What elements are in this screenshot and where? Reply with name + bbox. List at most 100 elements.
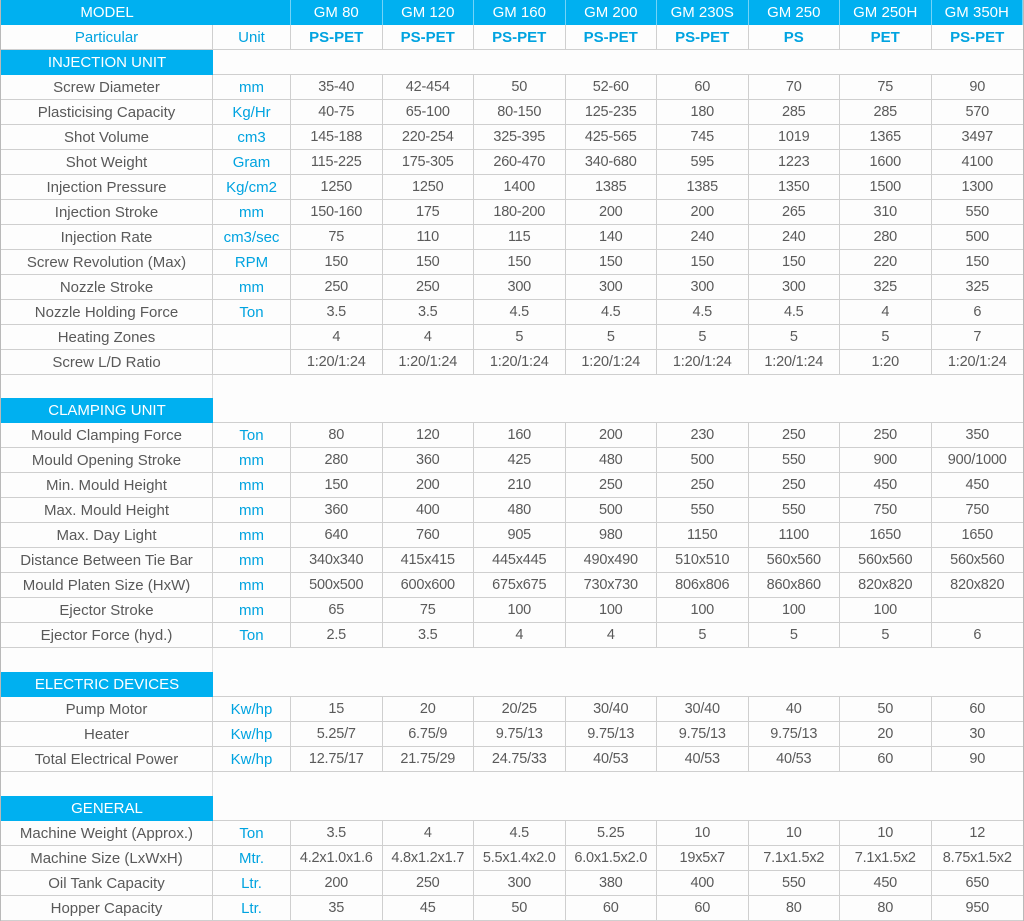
value-cell: 1385: [657, 175, 749, 200]
value-cell: 310: [840, 200, 932, 225]
value-cell: 40: [748, 697, 840, 722]
material-cell: PS-PET: [931, 25, 1023, 50]
spec-row: Injection Rate cm3/sec 75 110 115 140 240 240 28…: [1, 225, 1023, 250]
row-label: Injection Stroke: [1, 200, 213, 225]
value-cell: 150: [474, 250, 566, 275]
value-cell: 425-565: [565, 125, 657, 150]
value-cell: 4: [474, 623, 566, 648]
value-cell: 6.0x1.5x2.0: [565, 846, 657, 871]
value-cell: 1650: [840, 523, 932, 548]
spec-row: Hopper Capacity Ltr. 35 45 50 60 60 80 80 950: [1, 896, 1023, 921]
value-cell: 40-75: [291, 100, 383, 125]
value-cell: 280: [840, 225, 932, 250]
value-cell: 100: [748, 598, 840, 623]
value-cell: 4.5: [748, 300, 840, 325]
row-label: Screw Revolution (Max): [1, 250, 213, 275]
spec-row: Min. Mould Height mm 150 200 210 250 250 250 450…: [1, 473, 1023, 498]
value-cell: 820x820: [840, 573, 932, 598]
value-cell: 550: [657, 498, 749, 523]
unit-cell: Ton: [213, 821, 291, 846]
value-cell: 7: [931, 325, 1023, 350]
value-cell: 100: [657, 598, 749, 623]
value-cell: 180: [657, 100, 749, 125]
material-cell: PS: [748, 25, 840, 50]
value-cell: 900: [840, 448, 932, 473]
row-label: Hopper Capacity: [1, 896, 213, 921]
value-cell: 490x490: [565, 548, 657, 573]
value-cell: 4: [382, 325, 474, 350]
value-cell: 100: [474, 598, 566, 623]
unit-cell: Kw/hp: [213, 722, 291, 747]
value-cell: 300: [474, 871, 566, 896]
row-label: Screw L/D Ratio: [1, 350, 213, 375]
unit-cell: mm: [213, 448, 291, 473]
value-cell: 560x560: [748, 548, 840, 573]
model-cell: GM 250H: [840, 0, 932, 25]
value-cell: 1385: [565, 175, 657, 200]
value-cell: 240: [657, 225, 749, 250]
unit-cell: mm: [213, 573, 291, 598]
value-cell: 42-454: [382, 75, 474, 100]
row-label: Pump Motor: [1, 697, 213, 722]
value-cell: 595: [657, 150, 749, 175]
unit-cell: Ltr.: [213, 896, 291, 921]
value-cell: 35-40: [291, 75, 383, 100]
value-cell: 5: [748, 325, 840, 350]
value-cell: 5.5x1.4x2.0: [474, 846, 566, 871]
value-cell: 75: [382, 598, 474, 623]
value-cell: 150: [382, 250, 474, 275]
spec-row: Shot Volume cm3 145-188 220-254 325-395 425-5…: [1, 125, 1023, 150]
value-cell: 9.75/13: [657, 722, 749, 747]
value-cell: 1:20/1:24: [931, 350, 1023, 375]
value-cell: 860x860: [748, 573, 840, 598]
value-cell: 150: [748, 250, 840, 275]
model-cell: GM 160: [474, 0, 566, 25]
spec-row: Max. Mould Height mm 360 400 480 500 550 550 750…: [1, 498, 1023, 523]
value-cell: 1365: [840, 125, 932, 150]
value-cell: 2.5: [291, 623, 383, 648]
value-cell: 600x600: [382, 573, 474, 598]
row-label: Injection Rate: [1, 225, 213, 250]
value-cell: 200: [565, 423, 657, 448]
value-cell: 150: [931, 250, 1023, 275]
value-cell: 21.75/29: [382, 747, 474, 772]
value-cell: 1250: [382, 175, 474, 200]
value-cell: 250: [748, 423, 840, 448]
unit-cell: Mtr.: [213, 846, 291, 871]
value-cell: 145-188: [291, 125, 383, 150]
value-cell: 380: [565, 871, 657, 896]
spec-row: Screw Diameter mm 35-40 42-454 50 52-60 60 70 75…: [1, 75, 1023, 100]
value-cell: 50: [474, 75, 566, 100]
value-cell: 60: [657, 75, 749, 100]
spec-row: Machine Weight (Approx.) Ton 3.5 4 4.5 5.25 10…: [1, 821, 1023, 846]
value-cell: 150: [291, 473, 383, 498]
section-header-row: GENERAL: [1, 796, 1023, 821]
value-cell: 1650: [931, 523, 1023, 548]
value-cell: 5: [657, 623, 749, 648]
unit-cell: Ltr.: [213, 871, 291, 896]
spec-row: Mould Opening Stroke mm 280 360 425 480 500 550…: [1, 448, 1023, 473]
value-cell: 550: [748, 871, 840, 896]
value-cell: 230: [657, 423, 749, 448]
material-cell: PS-PET: [291, 25, 383, 50]
value-cell: 140: [565, 225, 657, 250]
value-cell: 5: [565, 325, 657, 350]
value-cell: 210: [474, 473, 566, 498]
value-cell: 80: [291, 423, 383, 448]
spacer-label-gap: [1, 772, 213, 796]
row-label: Injection Pressure: [1, 175, 213, 200]
value-cell: 175: [382, 200, 474, 225]
unit-cell: mm: [213, 200, 291, 225]
unit-cell: [213, 350, 291, 375]
spec-row: Heater Kw/hp 5.25/7 6.75/9 9.75/13 9.75/13 9.7…: [1, 722, 1023, 747]
spec-row: Nozzle Holding Force Ton 3.5 3.5 4.5 4.5 4.5 4.…: [1, 300, 1023, 325]
row-label: Distance Between Tie Bar: [1, 548, 213, 573]
section-title: ELECTRIC DEVICES: [1, 672, 213, 697]
model-cell: GM 250: [748, 0, 840, 25]
model-cell: GM 350H: [931, 0, 1023, 25]
row-label: Max. Mould Height: [1, 498, 213, 523]
value-cell: 35: [291, 896, 383, 921]
spec-row: Injection Pressure Kg/cm2 1250 1250 1400 1385…: [1, 175, 1023, 200]
unit-cell: mm: [213, 473, 291, 498]
value-cell: 900/1000: [931, 448, 1023, 473]
